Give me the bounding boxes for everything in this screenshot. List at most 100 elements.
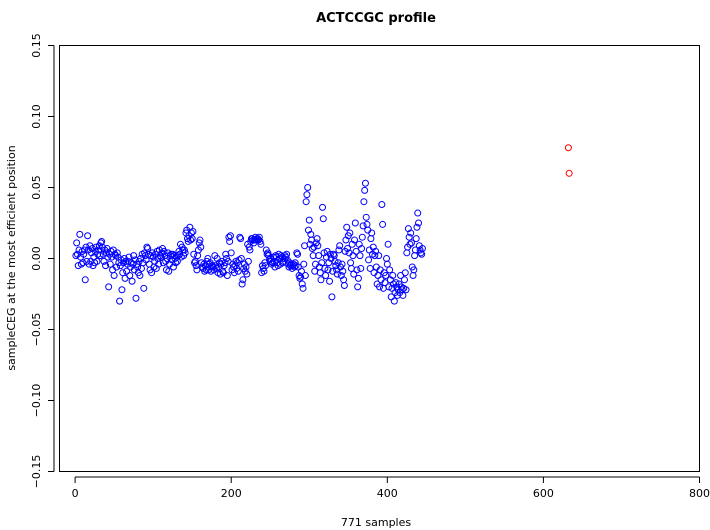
data-point xyxy=(116,297,124,305)
data-point xyxy=(344,245,351,253)
data-point xyxy=(378,201,386,209)
data-point xyxy=(180,246,188,254)
data-point xyxy=(304,184,312,191)
data-point xyxy=(191,257,199,265)
data-point xyxy=(102,262,110,270)
data-point xyxy=(302,198,310,206)
y-tick-label: 0.05 xyxy=(30,175,43,200)
data-point xyxy=(313,235,321,243)
data-point xyxy=(407,229,415,237)
data-point xyxy=(418,245,426,253)
data-point xyxy=(315,252,323,260)
data-point xyxy=(390,297,398,305)
data-point xyxy=(361,186,369,194)
data-point xyxy=(140,284,148,292)
data-point xyxy=(358,245,366,253)
data-point xyxy=(155,260,163,268)
data-point xyxy=(367,235,375,243)
data-point xyxy=(195,239,203,247)
data-point xyxy=(220,262,228,270)
data-point xyxy=(196,236,204,244)
data-point xyxy=(382,272,390,280)
data-point xyxy=(356,252,364,260)
data-point xyxy=(343,223,351,231)
data-point xyxy=(414,209,422,217)
data-point xyxy=(360,198,368,206)
data-point xyxy=(322,272,330,280)
data-point xyxy=(410,266,418,274)
data-point xyxy=(308,245,316,253)
data-point xyxy=(257,240,265,248)
x-axis-label: 771 samples xyxy=(341,516,411,529)
data-point xyxy=(368,229,376,237)
data-point xyxy=(399,291,407,299)
data-point xyxy=(110,272,118,280)
data-point xyxy=(358,233,366,241)
data-point xyxy=(319,215,327,223)
data-point xyxy=(408,239,415,247)
data-point xyxy=(314,242,322,250)
data-point xyxy=(157,253,165,261)
y-tick-label: −0.15 xyxy=(30,455,43,489)
data-point xyxy=(354,274,362,282)
data-point xyxy=(84,232,92,240)
data-point xyxy=(262,262,270,270)
data-point xyxy=(324,266,332,274)
data-point xyxy=(192,262,200,270)
chart-title: ACTCCGC profile xyxy=(316,11,436,26)
data-point xyxy=(328,293,336,301)
data-point xyxy=(225,233,233,241)
x-tick-label: 400 xyxy=(377,487,398,500)
data-point xyxy=(118,286,126,294)
data-point xyxy=(160,247,168,255)
data-point xyxy=(181,249,189,257)
data-point xyxy=(299,284,307,292)
data-point xyxy=(189,228,197,236)
data-point xyxy=(415,219,423,227)
data-point xyxy=(318,259,326,267)
data-point xyxy=(336,242,344,250)
data-point xyxy=(243,270,251,278)
x-axis: 0 200 400 600 800 xyxy=(72,476,710,500)
data-point xyxy=(400,276,408,284)
y-tick-label: 0.10 xyxy=(30,104,43,129)
y-axis: −0.15 −0.10 −0.05 0.00 0.05 0.10 0.15 xyxy=(30,33,55,489)
data-point xyxy=(187,236,195,244)
data-point xyxy=(128,277,136,285)
data-point xyxy=(190,250,198,258)
data-point xyxy=(352,247,360,255)
data-point xyxy=(413,223,421,231)
data-point xyxy=(326,277,334,285)
data-point xyxy=(255,233,263,241)
data-point xyxy=(226,232,234,240)
data-point xyxy=(125,253,133,261)
data-point xyxy=(148,269,156,277)
data-point xyxy=(389,272,397,280)
data-point xyxy=(300,260,308,268)
data-point xyxy=(194,252,202,260)
data-point xyxy=(384,240,392,248)
data-point xyxy=(354,283,362,291)
data-point xyxy=(126,272,134,280)
data-point xyxy=(403,249,411,257)
data-point xyxy=(351,236,359,244)
data-point xyxy=(409,272,417,280)
data-point xyxy=(76,230,84,238)
data-point xyxy=(347,259,355,267)
data-point xyxy=(77,260,85,268)
data-point xyxy=(361,179,369,187)
data-point xyxy=(130,252,138,260)
data-point xyxy=(383,255,391,262)
data-point xyxy=(371,252,379,260)
x-tick-label: 800 xyxy=(689,487,710,500)
data-point xyxy=(366,264,374,272)
data-point xyxy=(305,216,313,224)
data-point xyxy=(351,219,359,227)
data-point xyxy=(402,286,410,294)
data-point xyxy=(244,257,252,265)
data-point xyxy=(309,252,317,260)
data-point xyxy=(297,267,305,275)
data-point xyxy=(79,259,87,267)
data-point xyxy=(303,191,311,199)
data-point xyxy=(339,267,347,275)
